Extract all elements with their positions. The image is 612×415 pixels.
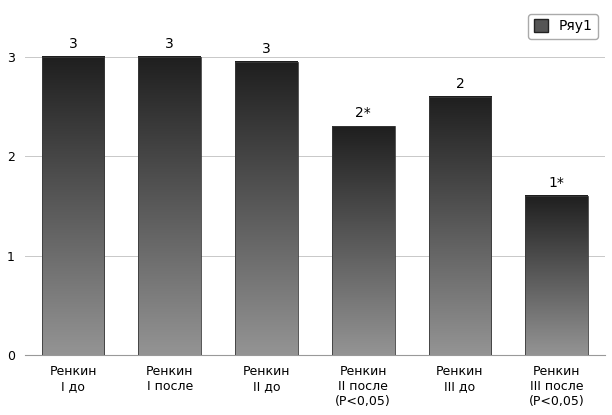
Bar bbox=[138, 57, 201, 355]
Text: 3: 3 bbox=[165, 37, 174, 51]
Text: 1*: 1* bbox=[549, 176, 565, 190]
Bar bbox=[235, 62, 298, 355]
Text: 2*: 2* bbox=[356, 106, 371, 120]
Bar bbox=[332, 127, 395, 355]
Text: 3: 3 bbox=[69, 37, 77, 51]
Text: 3: 3 bbox=[262, 42, 271, 56]
Bar bbox=[428, 97, 491, 355]
Bar bbox=[42, 57, 105, 355]
Legend: Ряу1: Ряу1 bbox=[528, 14, 598, 39]
Text: 2: 2 bbox=[455, 76, 465, 90]
Bar bbox=[525, 196, 588, 355]
